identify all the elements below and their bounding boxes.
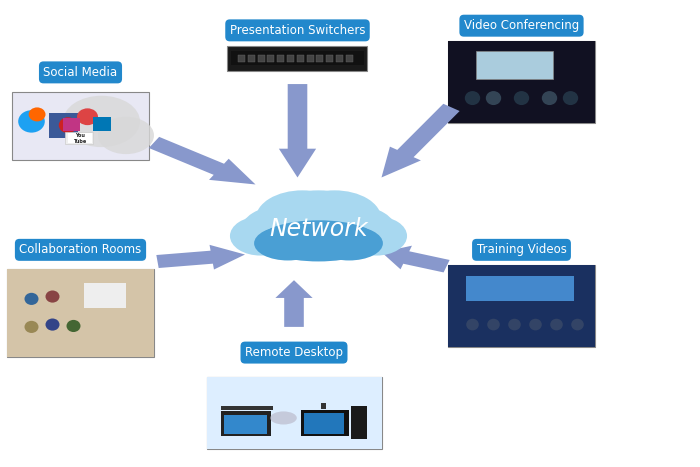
Bar	[466, 276, 574, 301]
Ellipse shape	[254, 226, 322, 261]
Ellipse shape	[29, 107, 46, 121]
Ellipse shape	[66, 320, 80, 332]
Text: Video Conferencing: Video Conferencing	[464, 19, 579, 32]
Ellipse shape	[240, 205, 324, 256]
Ellipse shape	[550, 318, 563, 331]
Bar	[84, 283, 126, 308]
Text: Presentation Switchers: Presentation Switchers	[230, 24, 365, 37]
Bar	[448, 265, 595, 347]
Bar	[7, 269, 154, 357]
Ellipse shape	[262, 191, 375, 259]
Text: You
Tube: You Tube	[74, 133, 87, 144]
Ellipse shape	[514, 91, 529, 105]
Polygon shape	[149, 137, 256, 184]
Ellipse shape	[487, 318, 500, 331]
Ellipse shape	[563, 91, 578, 105]
Text: Social Media: Social Media	[43, 66, 118, 79]
Bar	[206, 377, 382, 449]
Ellipse shape	[508, 318, 521, 331]
Bar	[297, 55, 304, 62]
Bar	[93, 117, 111, 131]
Ellipse shape	[63, 96, 140, 147]
Bar	[220, 411, 271, 436]
Ellipse shape	[98, 117, 154, 154]
Bar	[476, 51, 553, 79]
Ellipse shape	[313, 205, 397, 256]
Bar	[228, 45, 368, 71]
Bar	[448, 265, 595, 347]
Ellipse shape	[25, 293, 38, 305]
Ellipse shape	[466, 318, 479, 331]
Bar	[248, 55, 255, 62]
Bar	[277, 55, 284, 62]
Bar	[346, 55, 353, 62]
Bar	[7, 269, 154, 357]
Ellipse shape	[59, 117, 77, 133]
Ellipse shape	[230, 216, 291, 255]
Bar	[336, 55, 343, 62]
Bar	[65, 132, 93, 144]
Text: Training Videos: Training Videos	[477, 243, 566, 256]
Text: Collaboration Rooms: Collaboration Rooms	[20, 243, 141, 256]
Polygon shape	[156, 245, 245, 269]
Bar	[287, 55, 294, 62]
Polygon shape	[382, 246, 449, 272]
Bar	[258, 55, 265, 62]
Polygon shape	[275, 280, 313, 327]
Ellipse shape	[270, 411, 297, 425]
Bar	[321, 403, 326, 409]
Ellipse shape	[346, 216, 407, 255]
Ellipse shape	[258, 220, 379, 262]
Ellipse shape	[571, 318, 584, 331]
Bar	[238, 55, 245, 62]
Polygon shape	[382, 104, 460, 177]
Ellipse shape	[315, 226, 383, 261]
Ellipse shape	[77, 108, 98, 125]
Bar	[13, 92, 148, 160]
Polygon shape	[279, 84, 316, 177]
Ellipse shape	[256, 191, 349, 247]
Bar	[63, 118, 80, 131]
Ellipse shape	[486, 91, 501, 105]
Bar	[307, 55, 314, 62]
Bar	[231, 51, 364, 65]
Bar	[448, 41, 595, 123]
Bar	[224, 415, 267, 434]
Ellipse shape	[18, 110, 45, 133]
Ellipse shape	[529, 318, 542, 331]
Bar	[68, 133, 92, 143]
Bar	[49, 113, 78, 138]
Ellipse shape	[288, 191, 382, 247]
Bar	[316, 55, 323, 62]
Bar	[267, 55, 274, 62]
Bar	[326, 55, 333, 62]
Ellipse shape	[25, 321, 38, 333]
Bar	[304, 413, 344, 434]
Ellipse shape	[542, 91, 557, 105]
Bar	[448, 41, 595, 123]
Ellipse shape	[465, 91, 480, 105]
Ellipse shape	[46, 318, 60, 331]
Bar	[206, 377, 382, 449]
Bar	[220, 406, 273, 410]
Text: Network: Network	[270, 217, 368, 241]
Text: Remote Desktop: Remote Desktop	[245, 346, 343, 359]
Bar	[301, 410, 349, 436]
Ellipse shape	[46, 290, 60, 303]
Bar	[351, 406, 367, 439]
